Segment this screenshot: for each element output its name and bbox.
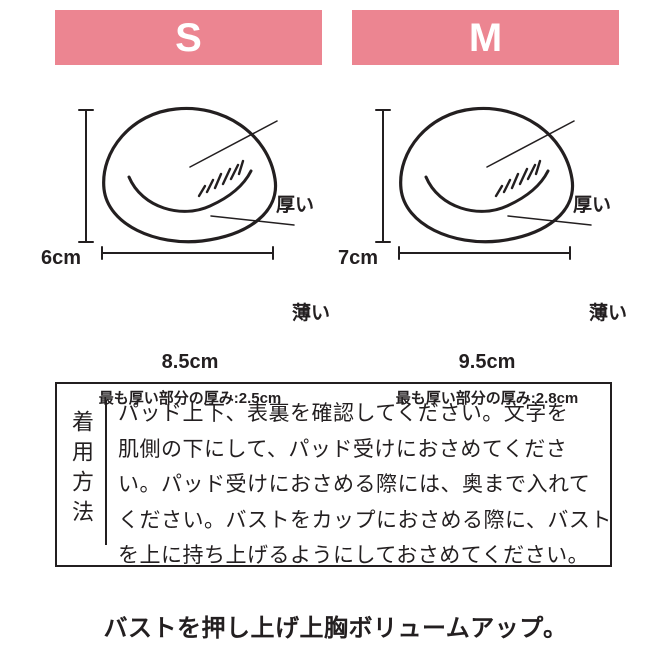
- benefit-caption: バストを押し上げ上胸ボリュームアップ。: [103, 615, 568, 642]
- instruction-line: を上に持ち上げるようにしておさめてください。: [118, 544, 590, 567]
- max-thickness-note: 最も厚い部分の厚み:2.8cm: [395, 390, 579, 407]
- pad-outline: [102, 106, 278, 244]
- size-badge-s: S: [55, 10, 322, 65]
- pad-illustration-m: [375, 106, 592, 260]
- thick-leader-line: [486, 120, 575, 168]
- wearing-method-vertical-title: 着用方法: [69, 410, 94, 530]
- pad-outline: [399, 106, 575, 244]
- width-dimension-line: [101, 246, 274, 260]
- title-divider: [105, 400, 107, 545]
- pad-illustration-s: [78, 106, 295, 260]
- instruction-line: い。パッド受けにおさめる際には、奥まで入れて: [118, 473, 591, 496]
- thickness-hatch-marks: [197, 159, 245, 198]
- width-dimension-label: 8.5cm: [161, 351, 219, 373]
- width-dimension-label: 9.5cm: [458, 351, 516, 373]
- size-panel-s: S 6cm 厚い 薄い 8.5cm 最も厚い部分の厚み:2.5cm: [40, 10, 340, 407]
- thick-area-label: 厚い: [573, 195, 612, 216]
- thin-area-label: 薄い: [589, 303, 628, 324]
- wearing-instructions-box: 着用方法 パッド上下、表裏を確認してください。文字を 肌側の下にして、パッド受け…: [55, 382, 612, 567]
- thick-leader-line: [189, 120, 278, 168]
- instruction-line: パッド上下、表裏を確認してください。文字を: [118, 402, 569, 425]
- size-badge-m: M: [352, 10, 619, 65]
- height-dimension-label: 7cm: [337, 247, 379, 269]
- instruction-line: 肌側の下にして、パッド受けにおさめてくださ: [118, 437, 568, 461]
- pad-inner-curve: [424, 169, 550, 213]
- max-thickness-note: 最も厚い部分の厚み:2.5cm: [98, 390, 282, 407]
- height-dimension-line: [78, 109, 94, 243]
- thin-leader-line: [507, 215, 592, 226]
- instruction-text: パッド上下、表裏を確認してください。文字を 肌側の下にして、パッド受けにおさめて…: [118, 396, 612, 574]
- size-panel-m: M 7cm 厚い 薄い 9.5cm 最も厚い部分の厚み:2.8cm: [337, 10, 637, 407]
- thin-leader-line: [210, 215, 295, 226]
- thin-area-label: 薄い: [292, 303, 331, 324]
- instruction-line: ください。バストをカップにおさめる際に、バスト: [118, 508, 612, 532]
- thick-area-label: 厚い: [276, 195, 315, 216]
- thickness-hatch-marks: [494, 159, 542, 198]
- width-dimension-line: [398, 246, 571, 260]
- height-dimension-line: [375, 109, 391, 243]
- height-dimension-label: 6cm: [40, 247, 82, 269]
- pad-inner-curve: [127, 169, 253, 213]
